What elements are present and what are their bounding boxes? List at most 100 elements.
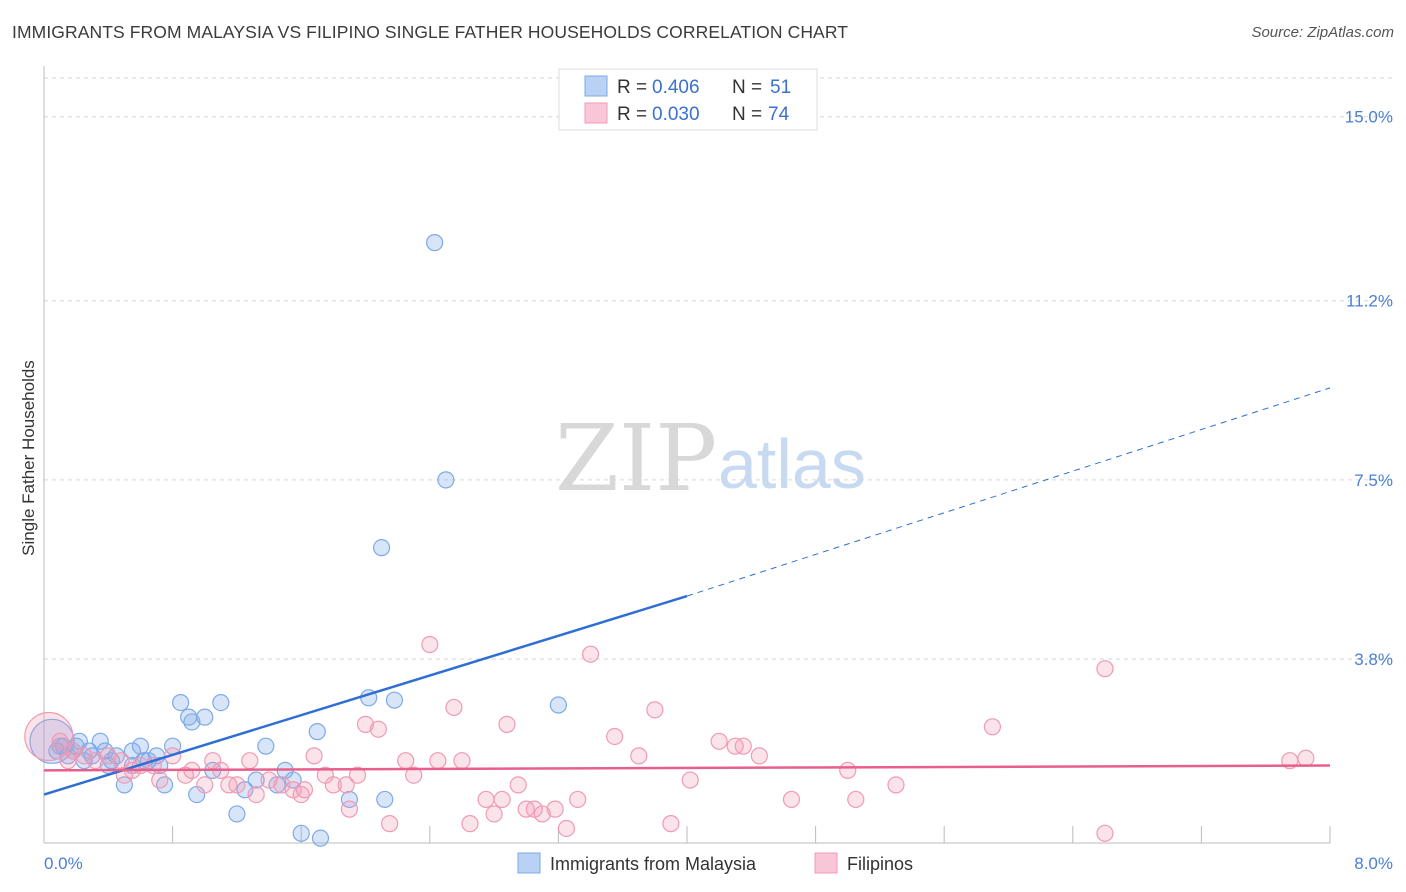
y-tick-label: 11.2%	[1346, 292, 1393, 311]
point-filipinos	[581, 645, 600, 663]
point-filipinos	[151, 771, 169, 789]
point-filipinos	[847, 790, 865, 809]
point-filipinos	[75, 747, 93, 765]
legend-n-malaysia: 51	[770, 77, 791, 98]
point-malaysia	[91, 732, 109, 750]
point-filipinos	[525, 800, 543, 818]
legend-swatch-filipinos	[584, 102, 608, 124]
point-filipinos	[498, 715, 516, 733]
point-malaysia	[437, 471, 455, 489]
point-filipinos	[1096, 660, 1114, 678]
data-points	[24, 234, 1315, 847]
point-filipinos	[453, 752, 471, 770]
point-malaysia	[268, 776, 286, 794]
point-filipinos	[557, 819, 576, 838]
point-malaysia	[228, 805, 246, 823]
series-legend-label-filipinos: Filipinos	[847, 854, 913, 874]
point-malaysia	[183, 713, 201, 731]
point-malaysia	[311, 829, 330, 847]
point-filipinos	[662, 815, 680, 833]
point-malaysia	[155, 776, 174, 794]
point-filipinos	[397, 752, 415, 770]
y-tick-labels: 3.8% 7.5% 11.2% 15.0%	[1345, 108, 1393, 669]
point-malaysia	[51, 737, 69, 755]
point-filipinos	[247, 785, 265, 804]
legend-r-label-filipinos: R =	[617, 104, 647, 125]
point-malaysia	[284, 771, 302, 789]
point-filipinos	[710, 732, 728, 750]
series-legend: Immigrants from Malaysia Filipinos	[517, 852, 913, 874]
point-filipinos	[421, 635, 439, 654]
point-filipinos	[292, 785, 310, 804]
point-filipinos	[630, 747, 648, 765]
point-filipinos	[734, 737, 752, 755]
point-malaysia	[131, 737, 150, 755]
point-malaysia	[308, 723, 326, 741]
x-tick-label-min: 0.0%	[44, 854, 83, 873]
point-filipinos	[782, 790, 801, 809]
legend-r-malaysia: 0.406	[652, 77, 700, 98]
point-malaysia	[123, 742, 142, 760]
point-filipinos	[228, 776, 246, 794]
point-filipinos	[112, 752, 130, 770]
point-filipinos	[86, 752, 105, 770]
legend-n-label-malaysia: N =	[732, 77, 762, 98]
x-tick-label-max: 8.0%	[1354, 854, 1393, 873]
point-malaysia	[372, 539, 391, 557]
watermark-zip: ZIP	[555, 405, 717, 512]
point-filipinos	[356, 715, 375, 733]
point-filipinos	[295, 781, 314, 799]
point-filipinos	[546, 800, 564, 818]
y-tick-label: 15.0%	[1345, 108, 1393, 127]
point-filipinos	[509, 776, 527, 794]
point-filipinos	[241, 752, 259, 770]
gridlines	[44, 77, 1393, 660]
point-filipinos	[477, 790, 495, 809]
point-filipinos	[260, 771, 278, 789]
legend-r-label-malaysia: R =	[617, 77, 647, 98]
point-filipinos	[381, 815, 399, 833]
point-filipinos	[461, 815, 479, 833]
point-filipinos	[340, 800, 359, 818]
point-malaysia	[212, 693, 230, 712]
legend-swatch-malaysia	[584, 75, 608, 97]
point-filipinos	[324, 776, 342, 794]
stats-legend: R = 0.406 N = 51 R = 0.030 N = 74	[558, 68, 818, 131]
point-filipinos	[64, 742, 82, 760]
point-malaysia	[385, 691, 404, 709]
y-tick-label: 3.8%	[1354, 650, 1393, 669]
point-filipinos	[273, 776, 291, 794]
point-filipinos	[1297, 749, 1315, 767]
point-malaysia	[376, 790, 394, 809]
point-filipinos	[305, 747, 323, 765]
trend-line-filipinos	[43, 764, 1331, 772]
legend-n-filipinos: 74	[768, 104, 790, 125]
point-malaysia	[172, 693, 190, 712]
series-legend-label-malaysia: Immigrants from Malaysia	[550, 854, 757, 874]
point-filipinos	[429, 752, 447, 770]
trend-line-malaysia	[43, 594, 688, 796]
trend-line-malaysia-extension	[686, 387, 1331, 597]
point-malaysia	[549, 696, 568, 714]
legend-n-label-filipinos: N =	[732, 104, 762, 125]
source-label: Source: ZipAtlas.com	[1251, 24, 1394, 41]
point-filipinos	[569, 790, 587, 809]
axes	[43, 66, 1331, 844]
point-filipinos	[983, 718, 1002, 736]
point-malaysia	[292, 824, 310, 842]
point-filipinos	[445, 698, 463, 717]
legend-r-filipinos: 0.030	[652, 104, 700, 125]
point-malaysia	[257, 737, 275, 755]
chart-title: IMMIGRANTS FROM MALAYSIA VS FILIPINO SIN…	[12, 22, 849, 42]
point-filipinos	[606, 727, 624, 746]
point-filipinos	[59, 752, 77, 770]
point-filipinos	[24, 711, 74, 762]
y-axis-title: Single Father Households	[19, 360, 38, 556]
point-filipinos	[839, 761, 857, 779]
point-filipinos	[485, 805, 503, 823]
point-filipinos	[196, 776, 214, 794]
point-filipinos	[348, 766, 367, 784]
point-malaysia	[196, 708, 214, 726]
point-malaysia	[236, 781, 254, 799]
point-malaysia	[426, 234, 444, 252]
